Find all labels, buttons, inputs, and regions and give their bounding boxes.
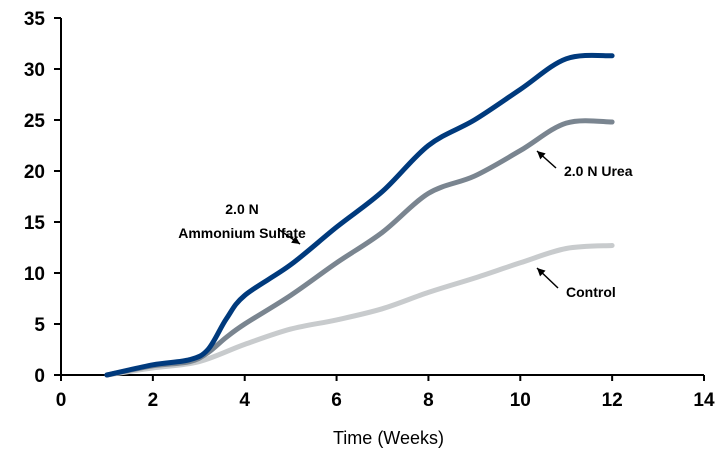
y-tick-label: 5: [34, 315, 45, 336]
x-axis-title: Time (Weeks): [333, 428, 444, 448]
y-tick-label: 15: [24, 213, 46, 234]
y-tick-label: 0: [34, 366, 45, 387]
series-line-urea: [104, 118, 615, 378]
series-lines: [104, 52, 615, 378]
x-tick-label: 8: [423, 390, 434, 411]
x-tick-label: 10: [510, 390, 531, 411]
annotation-label-urea: 2.0 N Urea: [564, 163, 633, 179]
x-tick-label: 4: [239, 390, 250, 411]
annotations: 2.0 N Ammonium Sulfate 2.0 N Urea Control: [178, 150, 633, 300]
arrowhead-icon: [537, 268, 546, 277]
x-tick-label: 14: [693, 390, 715, 411]
annotation-label-ammonium: 2.0 N: [225, 201, 258, 217]
series-line-control: [104, 243, 615, 378]
x-tick-label: 12: [602, 390, 623, 411]
y-tick-label: 20: [24, 162, 45, 183]
annotation-label-ammonium: Ammonium Sulfate: [178, 225, 306, 241]
annotation-label-control: Control: [566, 284, 616, 300]
axes: [60, 18, 704, 376]
arrowhead-icon: [537, 151, 546, 160]
arrowhead-icon: [291, 236, 300, 244]
tick-labels: 0 5 10 15 20 25 30 35 0 2 4 6 8 10 12 14: [24, 9, 715, 411]
series-line-ammonium: [104, 52, 615, 378]
tick-marks: [54, 17, 705, 381]
y-tick-label: 30: [24, 60, 45, 81]
x-tick-label: 6: [331, 390, 342, 411]
x-tick-label: 0: [56, 390, 67, 411]
y-tick-label: 25: [24, 111, 46, 132]
x-tick-label: 2: [148, 390, 159, 411]
y-tick-label: 35: [24, 9, 46, 30]
y-tick-label: 10: [24, 264, 45, 285]
